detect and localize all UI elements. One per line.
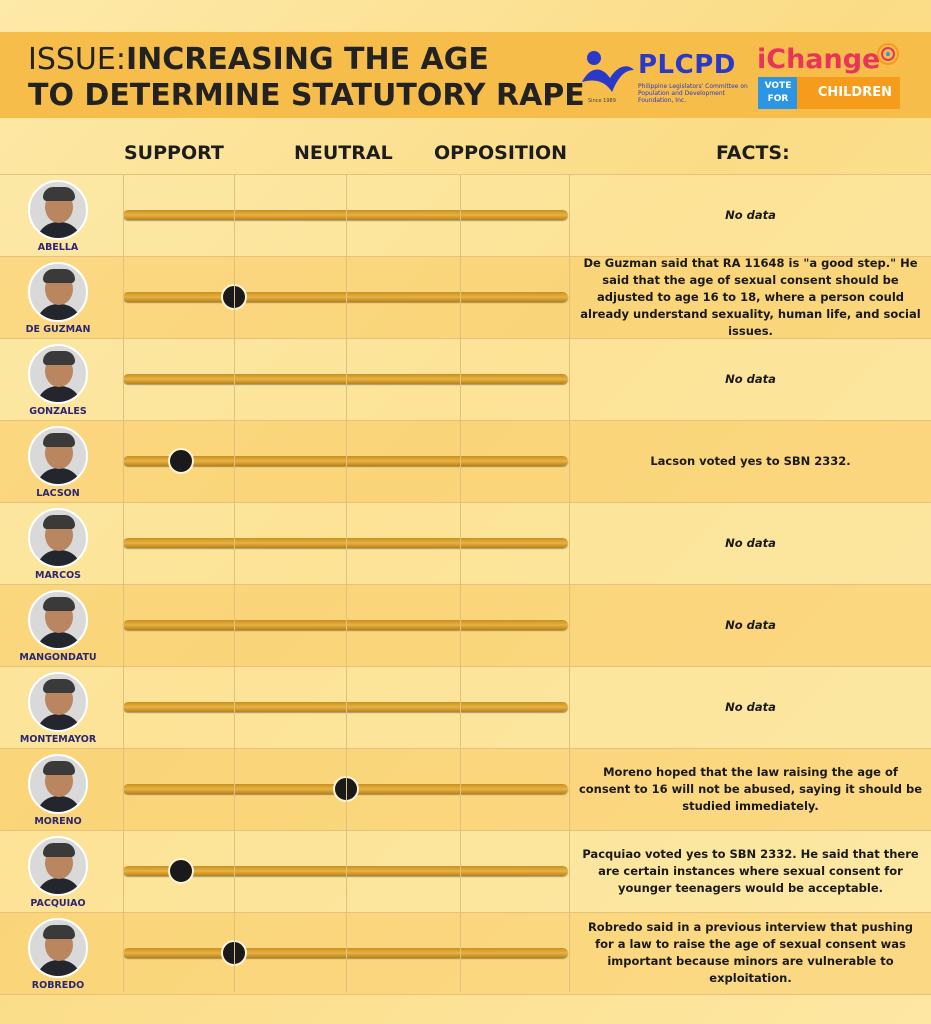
candidate-name: MONTEMAYOR [19, 734, 97, 745]
candidate-name: LACSON [36, 488, 80, 499]
children-badge: CHILDREN [797, 77, 900, 109]
title-line1: INCREASING THE AGE [125, 42, 489, 77]
position-marker [167, 858, 194, 884]
row-divider [0, 420, 931, 421]
position-marker [332, 776, 359, 802]
vote-for-badge: VOTE FOR [758, 77, 798, 109]
position-track [123, 456, 568, 466]
column-opposition: OPPOSITION [434, 142, 567, 164]
table-row: DE GUZMAN De Guzman said that RA 11648 is… [0, 256, 931, 338]
ichange-name: iChange [757, 44, 881, 75]
table-row: MORENO Moreno hoped that the law raising … [0, 748, 931, 830]
grid-line [569, 174, 570, 992]
candidate-facts: No data [725, 699, 776, 714]
row-divider [0, 830, 931, 831]
column-support: SUPPORT [124, 142, 224, 164]
candidate-avatar [28, 836, 88, 896]
grid-line [346, 174, 347, 992]
position-track [123, 866, 568, 876]
candidate-avatar [28, 590, 88, 650]
position-track [123, 620, 568, 630]
position-track [123, 374, 568, 384]
title-prefix: ISSUE: [28, 42, 126, 77]
row-divider [0, 994, 931, 995]
table-row: ROBREDO Robredo said in a previous interv… [0, 912, 931, 994]
column-facts: FACTS: [716, 142, 790, 164]
row-divider [0, 256, 931, 257]
row-divider [0, 912, 931, 913]
row-divider [0, 584, 931, 585]
candidate-name: MORENO [34, 816, 82, 827]
grid-line [234, 174, 235, 992]
candidate-facts: Lacson voted yes to SBN 2332. [650, 453, 851, 468]
table-row: MONTEMAYOR No data [0, 666, 931, 748]
candidate-avatar [28, 426, 88, 486]
column-neutral: NEUTRAL [294, 142, 393, 164]
candidate-facts: Pacquiao voted yes to SBN 2332. He said … [582, 846, 919, 895]
position-marker [167, 448, 194, 474]
candidate-name: DE GUZMAN [25, 324, 91, 335]
plcpd-subtitle: Philippine Legislators' Committee on Pop… [638, 83, 748, 104]
candidate-name: MARCOS [34, 570, 81, 581]
candidate-facts: No data [725, 371, 776, 386]
candidate-avatar [28, 754, 88, 814]
candidate-name: ABELLA [37, 242, 79, 253]
row-divider [0, 338, 931, 339]
table-row: MANGONDATU No data [0, 584, 931, 666]
candidate-facts: No data [725, 207, 776, 222]
candidate-avatar [28, 918, 88, 978]
candidate-facts: Moreno hoped that the law raising the ag… [578, 764, 923, 813]
grid-line [460, 174, 461, 992]
candidate-facts: Robredo said in a previous interview tha… [587, 920, 914, 985]
candidate-avatar [28, 180, 88, 240]
title-line2: TO DETERMINE STATUTORY RAPE [28, 78, 585, 113]
position-track [123, 948, 568, 958]
plcpd-logo: PLCPD Philippine Legislators' Committee … [580, 46, 755, 106]
candidate-avatar [28, 262, 88, 322]
table-row: GONZALES No data [0, 338, 931, 420]
plcpd-figure-icon [582, 51, 634, 92]
table-row: ABELLA No data [0, 174, 931, 256]
row-divider [0, 174, 931, 175]
row-divider [0, 748, 931, 749]
position-track [123, 210, 568, 220]
candidate-facts: No data [725, 617, 776, 632]
table-row: MARCOS No data [0, 502, 931, 584]
position-track [123, 538, 568, 548]
row-divider [0, 666, 931, 667]
candidate-name: ROBREDO [31, 980, 85, 991]
plcpd-name: PLCPD [638, 50, 736, 80]
ichange-logo: iChange VOTE FOR CHILDREN [757, 42, 907, 112]
plcpd-since: Since 1989 [588, 98, 616, 104]
row-divider [0, 502, 931, 503]
header-band: ISSUE:INCREASING THE AGE TO DETERMINE ST… [0, 32, 931, 118]
position-track [123, 292, 568, 302]
candidate-avatar [28, 508, 88, 568]
candidate-avatar [28, 672, 88, 732]
position-track [123, 702, 568, 712]
candidate-name: MANGONDATU [19, 652, 97, 663]
candidate-name: PACQUIAO [30, 898, 86, 909]
grid-line [123, 174, 124, 992]
issue-title: ISSUE:INCREASING THE AGE TO DETERMINE ST… [28, 42, 585, 114]
candidate-facts: De Guzman said that RA 11648 is "a good … [580, 255, 921, 338]
candidate-avatar [28, 344, 88, 404]
table-row: LACSON Lacson voted yes to SBN 2332. [0, 420, 931, 502]
table-row: PACQUIAO Pacquiao voted yes to SBN 2332. … [0, 830, 931, 912]
candidate-facts: No data [725, 535, 776, 550]
fingerprint-icon [877, 43, 899, 65]
candidate-name: GONZALES [29, 406, 87, 417]
